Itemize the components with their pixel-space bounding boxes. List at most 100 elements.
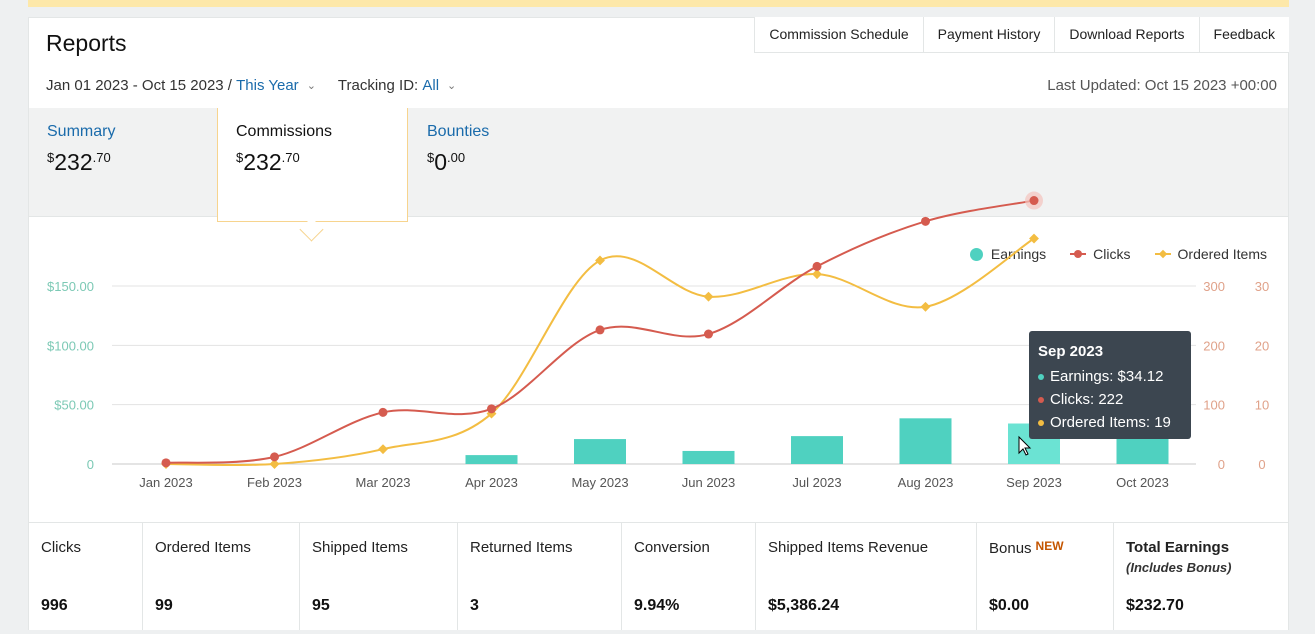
tooltip-row-clicks: Clicks: 222 xyxy=(1038,388,1182,411)
ordered-items-point xyxy=(1029,233,1039,244)
stat-label: Shipped Items xyxy=(312,539,408,556)
stat-value: 996 xyxy=(41,597,68,614)
commission-schedule-button[interactable]: Commission Schedule xyxy=(754,17,923,53)
clicks-point xyxy=(595,325,605,335)
tab-summary-amount: $232.70 xyxy=(47,149,111,175)
x-tick-label: Jan 2023 xyxy=(139,475,193,490)
stat-label: Bonus NEW xyxy=(989,539,1064,557)
stat-label: Conversion xyxy=(634,539,710,556)
x-tick-label: Oct 2023 xyxy=(1116,475,1169,490)
stat-label: Total Earnings (Includes Bonus) xyxy=(1126,539,1232,575)
stat-value: 9.94% xyxy=(634,597,680,614)
tab-commissions-amount: $232.70 xyxy=(236,149,300,175)
ordered-items-point xyxy=(920,301,931,312)
date-range-text: Jan 01 2023 - Oct 15 2023 / xyxy=(46,77,232,94)
y-left-tick-label: $50.00 xyxy=(54,398,94,413)
last-updated: Last Updated: Oct 15 2023 +00:00 xyxy=(1047,77,1277,94)
tooltip-row-earnings: Earnings: $34.12 xyxy=(1038,365,1182,388)
ordered-items-point xyxy=(269,459,280,469)
tab-bounties[interactable]: Bounties $0.00 xyxy=(409,108,599,218)
clicks-point xyxy=(270,452,279,462)
x-tick-label: Jul 2023 xyxy=(792,475,841,490)
new-badge: NEW xyxy=(1035,539,1064,553)
ordered-items-point xyxy=(378,444,388,455)
x-tick-label: Feb 2023 xyxy=(247,475,302,490)
earnings-bar xyxy=(682,450,735,464)
filters-bar: Jan 01 2023 - Oct 15 2023 / This Year ⌄ … xyxy=(46,77,478,94)
y-right-clicks-tick-label: 100 xyxy=(1203,398,1225,413)
stat-label: Ordered Items xyxy=(155,539,251,556)
x-tick-label: Jun 2023 xyxy=(682,475,736,490)
clicks-point xyxy=(704,329,713,339)
tracking-id-dropdown[interactable]: All xyxy=(422,77,440,94)
x-tick-label: Aug 2023 xyxy=(898,475,954,490)
clicks-point xyxy=(812,261,822,271)
stat-shipped-items: Shipped Items 95 xyxy=(300,523,458,630)
stat-shipped-revenue: Shipped Items Revenue $5,386.24 xyxy=(756,523,977,630)
chevron-down-icon[interactable]: ⌄ xyxy=(306,80,316,92)
ordered-items-point xyxy=(703,291,714,302)
y-right-items-tick-label: 0 xyxy=(1258,457,1265,472)
y-right-clicks-tick-label: 300 xyxy=(1203,279,1225,294)
clicks-point xyxy=(1029,196,1039,206)
tab-summary-label: Summary xyxy=(47,123,116,140)
mouse-cursor-icon xyxy=(1018,435,1032,456)
ordered-items-point xyxy=(595,255,605,266)
stat-label: Shipped Items Revenue xyxy=(768,539,929,556)
x-tick-label: May 2023 xyxy=(571,475,628,490)
legend-clicks[interactable]: Clicks xyxy=(1070,246,1131,262)
legend-earnings[interactable]: Earnings xyxy=(969,246,1046,262)
y-right-items-tick-label: 10 xyxy=(1255,398,1269,413)
chart-tooltip: Sep 2023 Earnings: $34.12 Clicks: 222 Or… xyxy=(1029,331,1191,439)
y-left-tick-label: 0 xyxy=(87,457,94,472)
tab-bounties-label: Bounties xyxy=(427,123,490,140)
earnings-bar xyxy=(791,436,843,464)
y-left-tick-label: $100.00 xyxy=(47,338,94,353)
feedback-button[interactable]: Feedback xyxy=(1198,17,1289,53)
y-right-items-tick-label: 20 xyxy=(1255,338,1269,353)
download-reports-button[interactable]: Download Reports xyxy=(1054,17,1199,53)
x-tick-label: Sep 2023 xyxy=(1006,475,1062,490)
clicks-line-icon xyxy=(1070,250,1087,258)
clicks-point xyxy=(921,216,930,226)
stats-row: Clicks 996 Ordered Items 99 Shipped Items 9… xyxy=(29,522,1288,630)
payment-history-button[interactable]: Payment History xyxy=(922,17,1055,53)
y-right-items-tick-label: 30 xyxy=(1255,279,1269,294)
earnings-bar xyxy=(899,418,952,464)
stat-clicks: Clicks 996 xyxy=(29,523,143,630)
stat-value: 3 xyxy=(470,597,479,614)
legend-ordered-items[interactable]: Ordered Items xyxy=(1154,246,1267,262)
stat-label: Returned Items xyxy=(470,539,573,556)
tab-summary[interactable]: Summary $232.70 xyxy=(29,108,217,218)
tooltip-title: Sep 2023 xyxy=(1038,343,1104,360)
chart-legend: Earnings Clicks Ordered Items xyxy=(946,246,1267,262)
stat-value: 95 xyxy=(312,597,330,614)
stat-total-earnings: Total Earnings (Includes Bonus) $232.70 xyxy=(1114,523,1288,630)
y-right-clicks-tick-label: 200 xyxy=(1203,338,1225,353)
stat-ordered-items: Ordered Items 99 xyxy=(143,523,300,630)
stat-value: $0.00 xyxy=(989,597,1030,614)
report-actions: Commission Schedule Payment History Down… xyxy=(754,17,1289,53)
clicks-point xyxy=(378,407,388,417)
stat-returned-items: Returned Items 3 xyxy=(458,523,622,630)
ordered-items-line-icon xyxy=(1154,253,1171,255)
tracking-id-label: Tracking ID: xyxy=(337,77,419,94)
notification-strip xyxy=(28,0,1289,7)
period-dropdown[interactable]: This Year xyxy=(236,77,299,94)
earnings-bar xyxy=(574,439,626,464)
tab-bounties-amount: $0.00 xyxy=(427,149,466,175)
clicks-point xyxy=(487,404,496,414)
earnings-dot-icon xyxy=(969,247,983,261)
stat-conversion: Conversion 9.94% xyxy=(622,523,756,630)
ordered-items-point xyxy=(812,269,822,280)
tooltip-row-ordered: Ordered Items: 19 xyxy=(1038,411,1182,434)
y-left-tick-label: $150.00 xyxy=(47,279,94,294)
chevron-down-icon[interactable]: ⌄ xyxy=(447,80,457,92)
x-tick-label: Mar 2023 xyxy=(356,475,411,490)
y-right-clicks-tick-label: 0 xyxy=(1218,457,1225,472)
earnings-bar xyxy=(465,455,518,464)
page-title: Reports xyxy=(46,30,127,56)
tab-commissions-label: Commissions xyxy=(236,123,333,140)
tab-commissions[interactable]: Commissions $232.70 xyxy=(217,108,408,222)
